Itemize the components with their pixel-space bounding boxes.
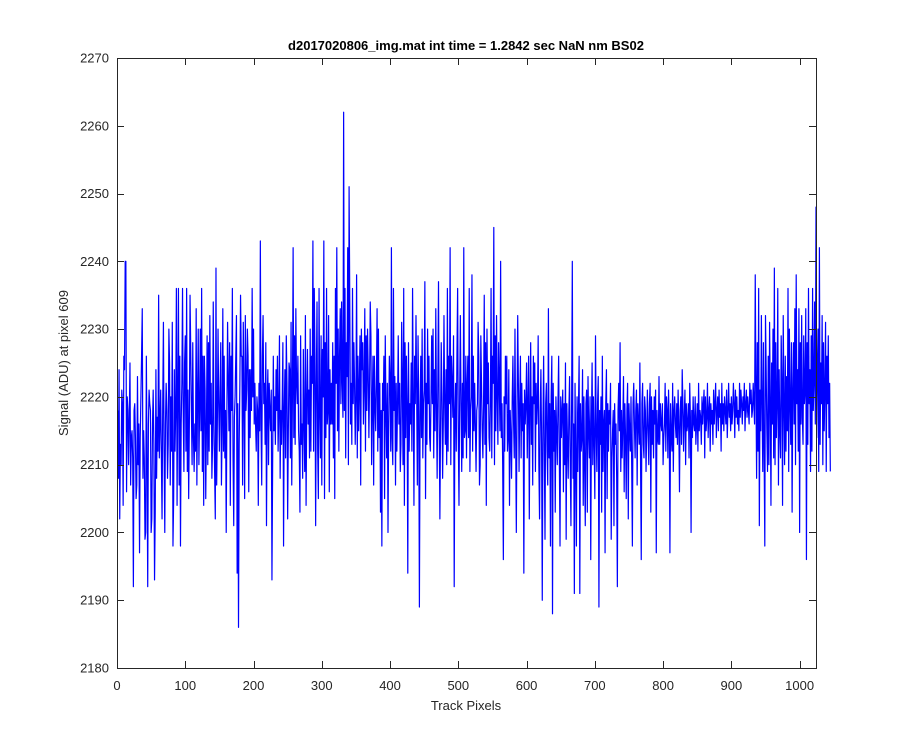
y-tick-label: 2240 [80,254,109,269]
x-tick-label: 200 [243,678,265,693]
y-tick-label: 2180 [80,661,109,676]
y-tick-label: 2230 [80,322,109,337]
x-tick-label: 900 [721,678,743,693]
y-tick-label: 2250 [80,186,109,201]
series-line-1 [117,111,831,628]
x-tick-label: 500 [447,678,469,693]
plot-frame [117,58,817,669]
x-tick-label: 700 [584,678,606,693]
y-tick-label: 2220 [80,389,109,404]
x-axis-ticks: 0 100 200 300 400 500 600 700 800 900 1000 [113,58,814,693]
y-tick-label: 2190 [80,593,109,608]
y-axis-ticks: 2180 2190 2200 2210 2220 2230 2240 2250 2260 2270 [80,51,816,676]
y-tick-label: 2260 [80,118,109,133]
y-tick-label: 2270 [80,51,109,66]
chart-title: d2017020806_img.mat int time = 1.2842 se… [288,38,644,53]
series-layer [117,111,831,628]
y-tick-label: 2210 [80,457,109,472]
x-tick-label: 1000 [785,678,814,693]
plot-background [117,58,816,668]
y-tick-label: 2200 [80,525,109,540]
x-tick-label: 600 [516,678,538,693]
x-tick-label: 400 [379,678,401,693]
x-tick-label: 800 [652,678,674,693]
x-tick-label: 0 [113,678,120,693]
x-tick-label: 100 [174,678,196,693]
x-tick-label: 300 [311,678,333,693]
x-axis-label: Track Pixels [431,698,502,713]
y-axis-label: Signal (ADU) at pixel 609 [56,290,71,436]
